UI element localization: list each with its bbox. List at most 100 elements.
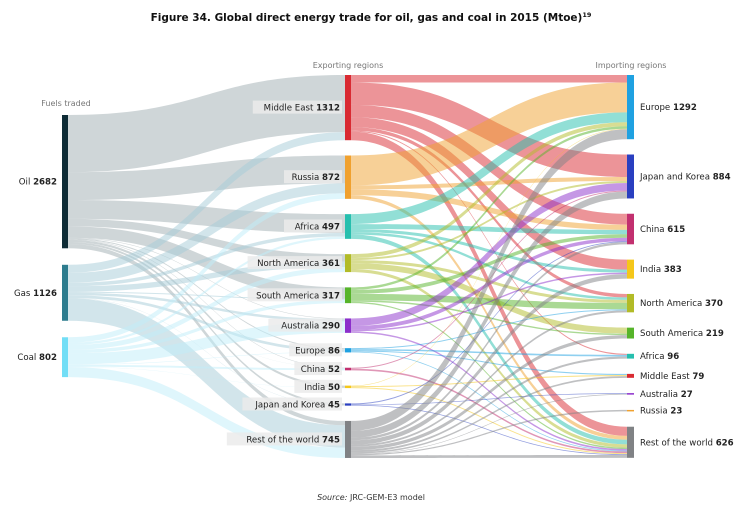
importer-value: 27 (681, 390, 693, 400)
exporter-label-bg (294, 362, 342, 376)
importer-name: Russia (640, 407, 668, 417)
importer-value: 884 (713, 172, 731, 182)
importer-node-rest-of-the-world (627, 426, 634, 458)
link-oil-to-exporter-4 (68, 226, 345, 299)
link-coal-to-exporter-5 (68, 321, 345, 365)
importer-name: Japan and Korea (639, 172, 710, 182)
trade-link-9-2 (351, 241, 627, 405)
link-oil-to-exporter-6 (68, 238, 345, 350)
importer-name: South America (640, 329, 703, 339)
link-coal-to-exporter-3 (68, 267, 345, 350)
link-coal-to-exporter-2 (68, 236, 345, 345)
link-coal-to-exporter-7 (68, 364, 345, 371)
trade-link-6-10 (351, 351, 627, 452)
importer-label-india: India 383 (640, 265, 682, 275)
exporter-value: 745 (322, 435, 340, 445)
importer-label-africa: Africa 96 (640, 352, 679, 362)
importer-label-russia: Russia 23 (640, 407, 682, 417)
trade-link-5-1 (351, 182, 627, 326)
importer-node-russia (627, 409, 634, 412)
exporter-name: Australia (281, 322, 319, 332)
link-coal-to-exporter-8 (68, 366, 345, 389)
importer-value: 79 (692, 372, 704, 382)
exporter-label-africa: Africa 497 (295, 222, 340, 232)
trade-link-3-5 (351, 263, 627, 334)
fuel-node-oil (62, 115, 68, 249)
fuel-node-coal (62, 337, 68, 378)
exporter-label-bg (247, 256, 342, 270)
importer-node-china (627, 213, 634, 245)
fuel-label-gas: Gas 1126 (14, 289, 57, 299)
exporter-name: Africa (295, 222, 320, 232)
exporter-label-bg (268, 318, 342, 332)
nodes (62, 75, 634, 458)
importer-label-china: China 615 (640, 225, 685, 235)
importers-header: Importing regions (596, 61, 667, 70)
trade-link-0-0 (351, 75, 627, 83)
exporter-name: China (301, 365, 326, 375)
link-gas-to-exporter-3 (68, 261, 345, 292)
exporter-node-south-america (345, 287, 351, 304)
exporter-name: Middle East (264, 104, 314, 114)
exporter-label-bg (284, 170, 342, 184)
trade-link-4-2 (351, 234, 627, 294)
link-gas-to-exporter-2 (68, 233, 345, 287)
link-gas-to-exporter-6 (68, 295, 345, 352)
importer-value: 1292 (673, 103, 697, 113)
exporter-label-south-america: South America 317 (256, 291, 340, 301)
importer-node-south-america (627, 327, 634, 339)
trade-link-10-0 (351, 129, 627, 431)
exporter-node-japan-and-korea (345, 403, 351, 406)
importer-label-south-america: South America 219 (640, 329, 724, 339)
trade-link-6-6 (351, 349, 627, 357)
importer-node-north-america (627, 293, 634, 313)
importer-name: Africa (640, 352, 665, 362)
exporter-name: South America (256, 291, 319, 301)
trade-link-1-0 (351, 82, 627, 186)
exporter-label-bg (247, 288, 342, 302)
trade-link-2-10 (351, 234, 627, 445)
link-coal-to-exporter-10 (68, 367, 345, 458)
importer-label-middle-east: Middle East 79 (640, 372, 704, 382)
importer-value: 96 (667, 352, 679, 362)
importer-value: 370 (705, 299, 723, 309)
link-gas-to-exporter-7 (68, 297, 345, 369)
trade-link-10-10 (351, 455, 627, 458)
exporter-label-india: India 50 (304, 383, 340, 393)
trade-link-10-8 (351, 393, 627, 455)
importer-label-japan-and-korea: Japan and Korea 884 (639, 172, 731, 182)
fuel-label-coal: Coal 802 (17, 353, 57, 363)
link-gas-to-exporter-0 (68, 132, 345, 273)
importer-node-japan-and-korea (627, 154, 634, 199)
importer-value: 23 (670, 407, 682, 417)
trade-link-0-6 (351, 130, 627, 355)
link-coal-to-exporter-6 (68, 351, 345, 365)
exporter-value: 1312 (316, 104, 340, 114)
exporter-value: 52 (328, 365, 340, 375)
importer-value: 615 (667, 225, 685, 235)
exporter-name: Rest of the world (246, 435, 319, 445)
link-oil-to-exporter-7 (68, 239, 345, 369)
trade-link-2-4 (351, 232, 627, 300)
exporter-label-rest-of-the-world: Rest of the world 745 (246, 435, 340, 445)
importer-node-middle-east (627, 373, 634, 378)
trade-link-10-4 (351, 310, 627, 447)
importer-label-europe: Europe 1292 (640, 103, 697, 113)
trade-link-1-1 (351, 176, 627, 190)
exporter-name: Japan and Korea (254, 401, 325, 411)
trade-link-10-7 (351, 376, 627, 454)
trade-link-6-4 (351, 309, 627, 350)
trade-link-4-10 (351, 301, 627, 450)
link-gas-to-exporter-1 (68, 183, 345, 283)
exporter-label-bg (294, 379, 342, 393)
trade-link-10-6 (351, 356, 627, 453)
trade-link-8-7 (351, 375, 627, 388)
exporter-value: 290 (322, 322, 340, 332)
trade-link-10-2 (351, 242, 627, 441)
importer-name: Middle East (640, 372, 690, 382)
trade-link-2-2 (351, 224, 627, 235)
fuel-label-oil: Oil 2682 (19, 178, 57, 188)
trade-link-2-0 (351, 112, 627, 225)
title-footnote: 19 (582, 11, 592, 19)
